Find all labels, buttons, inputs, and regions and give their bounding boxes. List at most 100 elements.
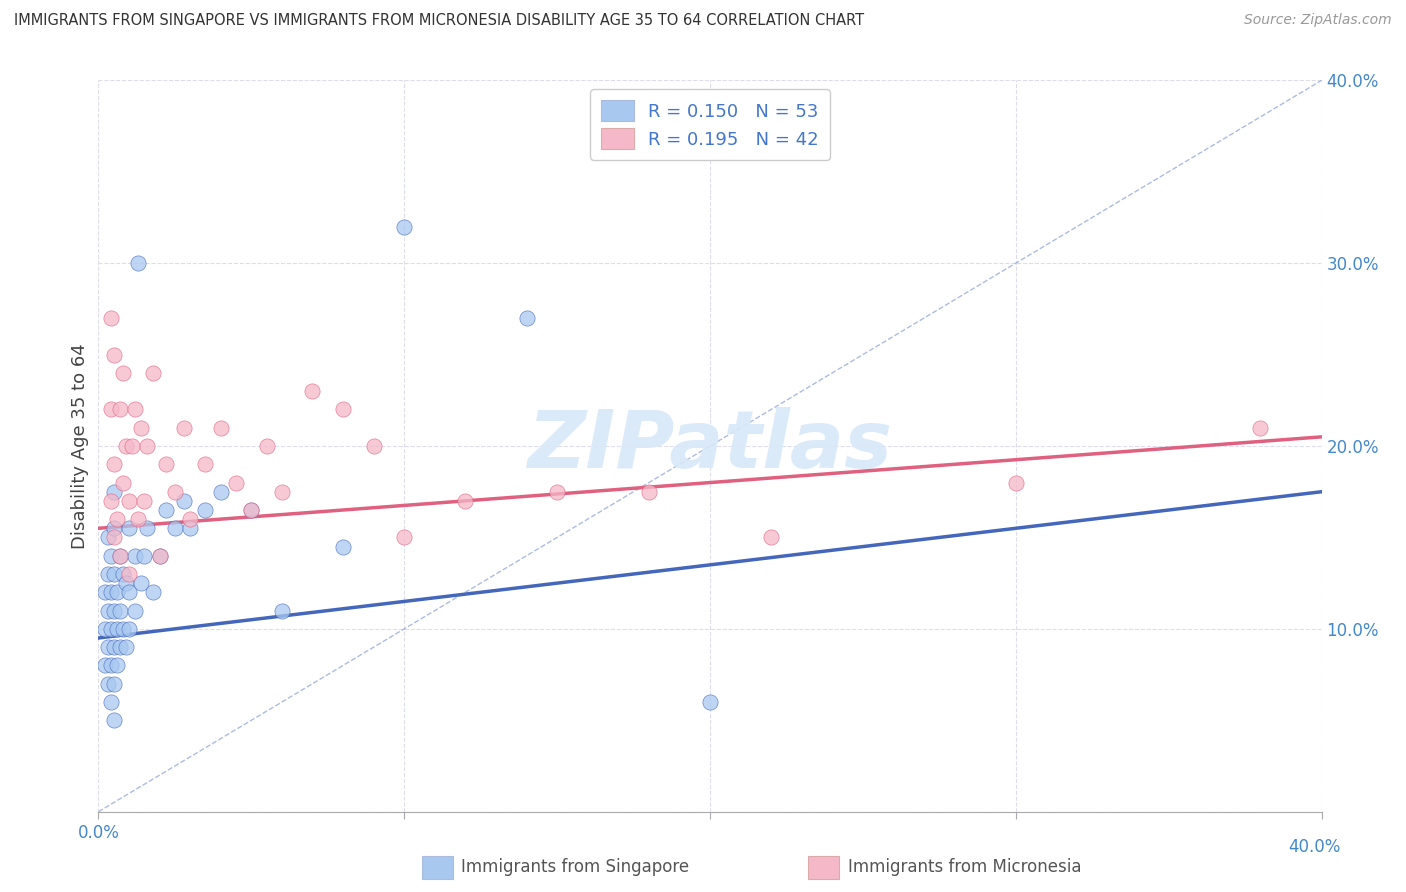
Point bbox=[103, 484, 125, 499]
Point bbox=[240, 503, 263, 517]
Point bbox=[240, 503, 263, 517]
Point bbox=[108, 603, 131, 617]
Point bbox=[1249, 421, 1271, 435]
Point bbox=[97, 567, 120, 582]
Point bbox=[332, 402, 354, 417]
Point bbox=[108, 402, 131, 417]
Text: IMMIGRANTS FROM SINGAPORE VS IMMIGRANTS FROM MICRONESIA DISABILITY AGE 35 TO 64 : IMMIGRANTS FROM SINGAPORE VS IMMIGRANTS … bbox=[14, 13, 865, 29]
Point bbox=[173, 421, 195, 435]
Point bbox=[100, 402, 122, 417]
Point bbox=[163, 521, 186, 535]
Point bbox=[142, 585, 165, 599]
Point bbox=[699, 695, 721, 709]
Point bbox=[103, 348, 125, 362]
Point bbox=[194, 458, 217, 472]
Point bbox=[100, 658, 122, 673]
Point bbox=[127, 256, 149, 270]
Point bbox=[100, 695, 122, 709]
Point bbox=[103, 521, 125, 535]
Point bbox=[105, 622, 128, 636]
Point bbox=[301, 384, 323, 399]
Point bbox=[118, 585, 141, 599]
Point bbox=[209, 421, 232, 435]
Point bbox=[332, 540, 354, 554]
Point bbox=[103, 458, 125, 472]
Y-axis label: Disability Age 35 to 64: Disability Age 35 to 64 bbox=[70, 343, 89, 549]
Point bbox=[105, 512, 128, 526]
Point bbox=[454, 493, 477, 508]
Point bbox=[1004, 475, 1026, 490]
Point bbox=[155, 458, 177, 472]
Point bbox=[103, 676, 125, 690]
Point bbox=[111, 622, 134, 636]
Point bbox=[392, 530, 416, 544]
Text: Immigrants from Micronesia: Immigrants from Micronesia bbox=[848, 858, 1081, 876]
Point bbox=[759, 530, 782, 544]
Point bbox=[97, 530, 120, 544]
Text: ZIPatlas: ZIPatlas bbox=[527, 407, 893, 485]
Point bbox=[93, 585, 115, 599]
Point bbox=[111, 366, 134, 380]
Point bbox=[100, 585, 122, 599]
Point bbox=[100, 311, 122, 326]
Point bbox=[124, 402, 146, 417]
Point bbox=[155, 503, 177, 517]
Point bbox=[93, 658, 115, 673]
Point bbox=[179, 521, 201, 535]
Point bbox=[108, 549, 131, 563]
Point bbox=[111, 567, 134, 582]
Point bbox=[97, 603, 120, 617]
Point bbox=[103, 530, 125, 544]
Point bbox=[136, 439, 159, 453]
Point bbox=[103, 640, 125, 655]
Point bbox=[256, 439, 278, 453]
Point bbox=[124, 549, 146, 563]
Point bbox=[134, 549, 156, 563]
Point bbox=[546, 484, 568, 499]
Point bbox=[105, 658, 128, 673]
Point bbox=[115, 576, 138, 591]
Point bbox=[103, 567, 125, 582]
Point bbox=[127, 512, 149, 526]
Point bbox=[108, 640, 131, 655]
Point bbox=[115, 439, 138, 453]
Point bbox=[108, 549, 131, 563]
Point bbox=[100, 622, 122, 636]
Point bbox=[270, 603, 292, 617]
Point bbox=[637, 484, 661, 499]
Point bbox=[129, 421, 152, 435]
Point bbox=[516, 311, 538, 326]
Point bbox=[173, 493, 195, 508]
Point bbox=[270, 484, 292, 499]
Point bbox=[225, 475, 247, 490]
Point bbox=[134, 493, 156, 508]
Point bbox=[194, 503, 217, 517]
Point bbox=[179, 512, 201, 526]
Text: 40.0%: 40.0% bbox=[1288, 838, 1341, 856]
Point bbox=[392, 219, 416, 234]
Point bbox=[129, 576, 152, 591]
Point bbox=[97, 640, 120, 655]
Point bbox=[103, 714, 125, 728]
Point bbox=[100, 549, 122, 563]
Point bbox=[97, 676, 120, 690]
Point bbox=[124, 603, 146, 617]
Point bbox=[118, 521, 141, 535]
Point bbox=[121, 439, 143, 453]
Point bbox=[93, 622, 115, 636]
Point bbox=[136, 521, 159, 535]
Point bbox=[118, 567, 141, 582]
Point bbox=[103, 603, 125, 617]
Point bbox=[111, 475, 134, 490]
Point bbox=[118, 493, 141, 508]
Point bbox=[118, 622, 141, 636]
Point bbox=[209, 484, 232, 499]
Legend: R = 0.150   N = 53, R = 0.195   N = 42: R = 0.150 N = 53, R = 0.195 N = 42 bbox=[591, 89, 830, 160]
Point bbox=[142, 366, 165, 380]
Text: Immigrants from Singapore: Immigrants from Singapore bbox=[461, 858, 689, 876]
Point bbox=[100, 493, 122, 508]
Point bbox=[163, 484, 186, 499]
Point bbox=[149, 549, 172, 563]
Text: Source: ZipAtlas.com: Source: ZipAtlas.com bbox=[1244, 13, 1392, 28]
Point bbox=[149, 549, 172, 563]
